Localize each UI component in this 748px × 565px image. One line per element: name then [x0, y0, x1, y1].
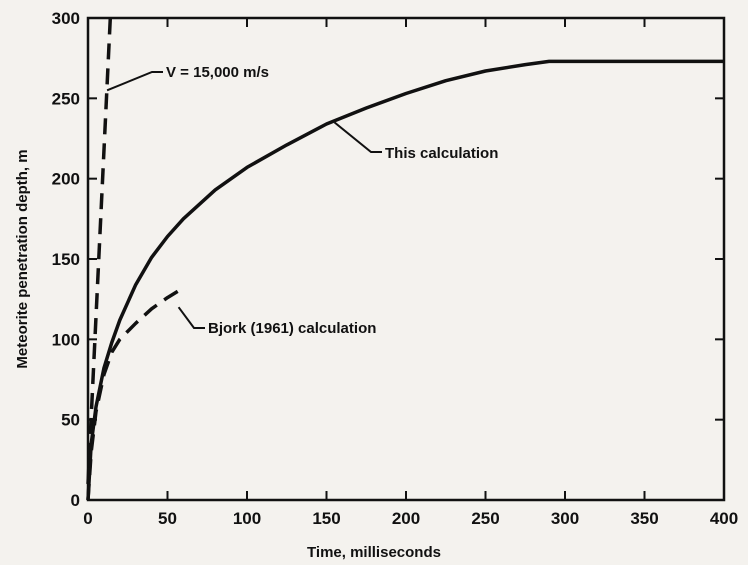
y-tick-label: 200 [52, 170, 80, 189]
y-axis-label: Meteorite penetration depth, m [14, 149, 31, 368]
x-tick-label: 100 [233, 509, 261, 528]
y-axis-ticks: 0 50 100 150 200 250 300 [52, 9, 724, 510]
y-tick-label: 100 [52, 330, 80, 349]
annotation-layer: V = 15,000 m/s This calculation Bjork (196… [106, 64, 498, 337]
annotation-leader [106, 71, 163, 92]
annotation-label: This calculation [385, 145, 498, 162]
annotation-label: V = 15,000 m/s [166, 64, 269, 81]
x-tick-label: 200 [392, 509, 420, 528]
y-tick-label: 0 [71, 491, 80, 510]
y-tick-label: 250 [52, 89, 80, 108]
series-line-3 [86, 17, 113, 484]
series-layer [86, 17, 724, 501]
x-tick-label: 400 [710, 509, 738, 528]
x-tick-label: 300 [551, 509, 579, 528]
x-axis-label: Time, milliseconds [307, 544, 441, 561]
x-tick-label: 0 [83, 509, 92, 528]
series-line-1 [86, 59, 724, 501]
plot-frame [86, 16, 726, 502]
x-tick-label: 150 [312, 509, 340, 528]
annotation-leader [333, 121, 382, 153]
series-line-2 [86, 286, 185, 501]
annotation-leader [177, 306, 205, 329]
x-tick-label: 250 [471, 509, 499, 528]
y-tick-label: 150 [52, 250, 80, 269]
x-axis-ticks: 0 50 100 150 200 250 300 350 400 [83, 18, 738, 528]
annotation-label: Bjork (1961) calculation [208, 320, 376, 337]
x-tick-label: 350 [630, 509, 658, 528]
y-tick-label: 50 [61, 411, 80, 430]
y-tick-label: 300 [52, 9, 80, 28]
x-tick-label: 50 [158, 509, 177, 528]
